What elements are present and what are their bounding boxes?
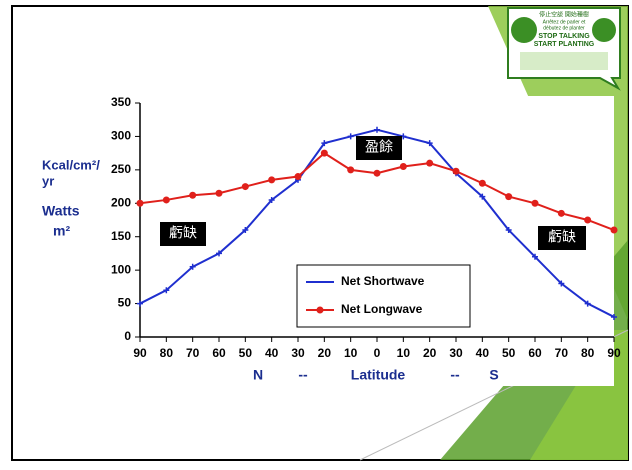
- x-tick-label: 60: [212, 346, 226, 360]
- logo-tree: [511, 17, 537, 43]
- annotation: 虧缺: [548, 229, 576, 245]
- y-tick-label: 250: [111, 162, 131, 176]
- point: [136, 199, 144, 207]
- point: [374, 126, 380, 133]
- x-axis-label: S: [489, 367, 498, 383]
- x-axis-label: --: [298, 367, 308, 383]
- x-tick-label: 90: [133, 346, 147, 360]
- x-tick-label: 40: [476, 346, 490, 360]
- point: [163, 287, 170, 294]
- legend-box: [296, 264, 471, 328]
- y-tick-label: 150: [111, 229, 131, 243]
- logo-text: START PLANTING: [534, 41, 595, 48]
- point: [610, 226, 618, 234]
- y-tick-label: 50: [118, 296, 132, 310]
- point: [268, 196, 275, 203]
- x-tick-label: 70: [555, 346, 569, 360]
- legend-marker: [316, 306, 324, 314]
- point: [241, 183, 249, 191]
- x-axis-label: Latitude: [351, 367, 406, 383]
- x-tick-label: 10: [397, 346, 411, 360]
- x-tick-label: 50: [502, 346, 516, 360]
- point: [478, 179, 486, 187]
- x-tick-label: 20: [423, 346, 437, 360]
- y-tick-label: 200: [111, 195, 131, 209]
- x-tick-label: 0: [374, 346, 381, 360]
- x-axis-label: N: [253, 367, 263, 383]
- y-tick-label: 100: [111, 262, 131, 276]
- point: [505, 227, 512, 234]
- point: [137, 300, 143, 307]
- point: [216, 250, 222, 257]
- point: [347, 166, 355, 174]
- x-tick-label: 40: [265, 346, 279, 360]
- y-tick-label: 300: [111, 129, 131, 143]
- point: [426, 159, 434, 167]
- x-tick-label: 50: [239, 346, 253, 360]
- point: [426, 140, 433, 147]
- logo-text: Arrêtez de parler et: [543, 19, 586, 25]
- x-tick-label: 60: [528, 346, 542, 360]
- x-tick-label: 20: [318, 346, 332, 360]
- annotation-box: [160, 222, 206, 246]
- point: [347, 133, 354, 140]
- y-axis-label: yr: [42, 173, 54, 188]
- logo-tree: [592, 18, 616, 42]
- point: [611, 313, 617, 320]
- y-axis-label: Kcal/cm²/: [42, 157, 100, 172]
- point: [373, 169, 381, 177]
- point: [584, 300, 591, 307]
- point: [452, 167, 460, 175]
- y-tick-label: 0: [124, 329, 131, 343]
- point: [294, 173, 302, 181]
- point: [268, 176, 276, 184]
- y-tick-label: 350: [111, 95, 131, 109]
- point: [162, 196, 170, 204]
- logo-text: STOP TALKING: [538, 33, 590, 40]
- y-axis-label: Watts: [42, 203, 80, 219]
- x-axis-label: --: [450, 367, 460, 383]
- logo-text: 停止空談 開始種樹: [539, 11, 589, 19]
- point: [189, 191, 197, 199]
- legend-label: Net Shortwave: [341, 274, 425, 288]
- point: [532, 253, 538, 260]
- x-tick-label: 70: [186, 346, 200, 360]
- x-tick-label: 80: [581, 346, 595, 360]
- annotation-box: [356, 136, 402, 160]
- point: [531, 199, 539, 207]
- annotation-box: [538, 226, 586, 250]
- x-tick-label: 30: [449, 346, 463, 360]
- point: [215, 189, 223, 197]
- x-tick-label: 10: [344, 346, 358, 360]
- point: [189, 263, 196, 270]
- x-tick-label: 90: [607, 346, 621, 360]
- point: [584, 216, 592, 224]
- x-tick-label: 30: [291, 346, 305, 360]
- point: [399, 163, 407, 171]
- point: [321, 140, 328, 147]
- x-tick-label: 80: [160, 346, 174, 360]
- point: [320, 149, 328, 157]
- logo-strip: [520, 52, 608, 70]
- legend-label: Net Longwave: [341, 302, 423, 316]
- annotation: 盈餘: [365, 139, 393, 155]
- point: [479, 193, 486, 200]
- point: [505, 193, 513, 201]
- annotation: 虧缺: [169, 225, 197, 241]
- logo-text: débutez de planter: [543, 25, 585, 31]
- y-axis-label: m²: [53, 223, 70, 239]
- point: [558, 280, 565, 287]
- point: [242, 227, 249, 234]
- logo: 停止空談 開始種樹 Arrêtez de parler et débutez d…: [507, 7, 621, 91]
- point: [557, 209, 565, 217]
